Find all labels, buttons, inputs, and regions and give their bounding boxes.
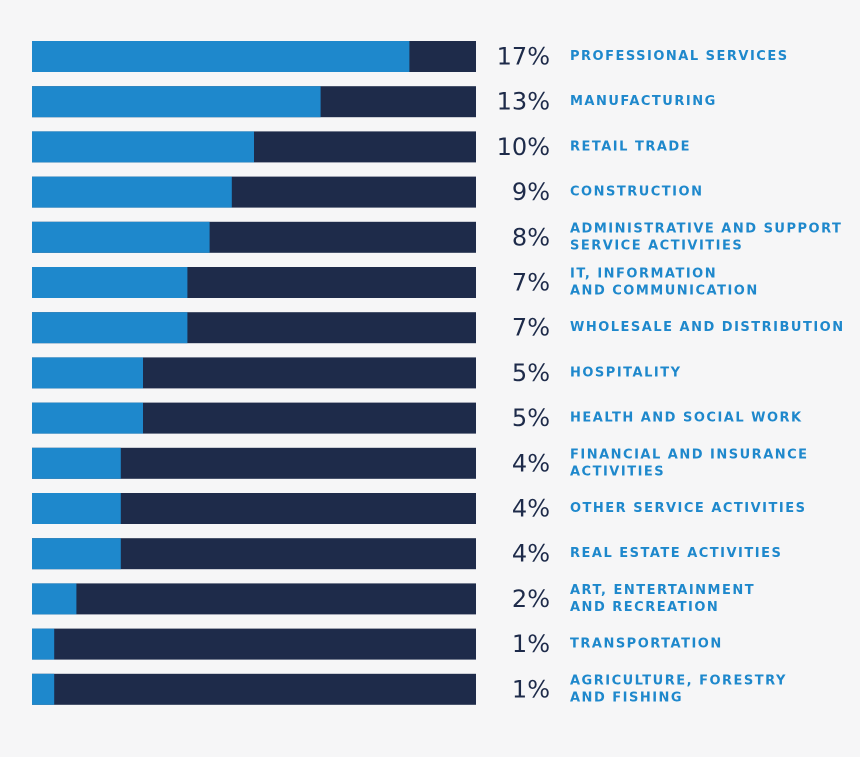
category-label: AND RECREATION <box>570 600 719 615</box>
category-label: PROFESSIONAL SERVICES <box>570 49 789 64</box>
value-label: 7% <box>512 314 550 342</box>
value-label: 8% <box>512 223 550 251</box>
value-label: 1% <box>512 630 550 658</box>
value-label: 5% <box>512 359 550 387</box>
value-label: 2% <box>512 585 550 613</box>
category-label: ART, ENTERTAINMENT <box>570 583 755 598</box>
category-label: AGRICULTURE, FORESTRY <box>570 673 787 688</box>
category-label: HEALTH AND SOCIAL WORK <box>570 411 803 426</box>
bar-value <box>32 221 210 253</box>
value-label: 4% <box>512 449 550 477</box>
bar-value <box>32 402 143 434</box>
bar-value <box>32 493 121 524</box>
bar-value <box>32 538 121 570</box>
category-label: OTHER SERVICE ACTIVITIES <box>570 501 806 516</box>
category-label: AND FISHING <box>570 690 683 705</box>
category-label: SERVICE ACTIVITIES <box>570 238 743 253</box>
category-label: IT, INFORMATION <box>570 267 717 282</box>
bar-track <box>32 628 476 660</box>
value-label: 7% <box>512 269 550 297</box>
category-label: AND COMMUNICATION <box>570 284 759 299</box>
bar-value <box>32 267 188 298</box>
value-label: 1% <box>512 675 550 703</box>
value-label: 13% <box>497 88 550 116</box>
bar-value <box>32 583 77 615</box>
bar-value <box>32 131 254 163</box>
bar-value <box>32 447 121 479</box>
category-label: MANUFACTURING <box>570 94 717 109</box>
category-label: TRANSPORTATION <box>570 637 723 652</box>
value-label: 10% <box>497 133 550 161</box>
category-label: REAL ESTATE ACTIVITIES <box>570 546 782 561</box>
bar-track <box>32 673 476 705</box>
value-label: 17% <box>497 43 550 71</box>
value-label: 4% <box>512 495 550 523</box>
category-label: ACTIVITIES <box>570 464 665 479</box>
value-label: 9% <box>512 178 550 206</box>
category-label: WHOLESALE AND DISTRIBUTION <box>570 320 845 335</box>
bar-track <box>32 583 476 615</box>
bar-value <box>32 673 55 705</box>
value-label: 4% <box>512 540 550 568</box>
bar-value <box>32 176 232 208</box>
category-label: FINANCIAL AND INSURANCE <box>570 447 809 462</box>
bar-value <box>32 41 410 72</box>
bar-value <box>32 86 321 118</box>
bar-value <box>32 312 188 344</box>
category-label: ADMINISTRATIVE AND SUPPORT <box>570 221 842 236</box>
category-label: HOSPITALITY <box>570 365 681 380</box>
bar-value <box>32 357 143 389</box>
bar-value <box>32 628 55 660</box>
category-label: CONSTRUCTION <box>570 185 703 200</box>
value-label: 5% <box>512 404 550 432</box>
category-label: RETAIL TRADE <box>570 139 691 154</box>
